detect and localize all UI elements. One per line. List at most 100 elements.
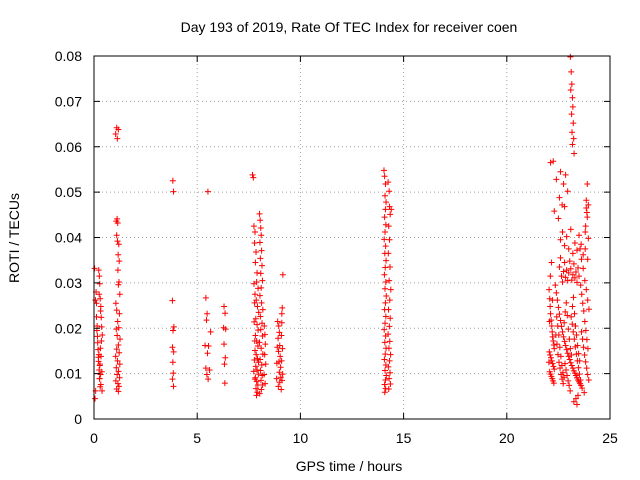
data-point — [547, 310, 554, 317]
data-point — [567, 359, 574, 366]
data-point — [253, 385, 260, 392]
y-tick-label: 0 — [74, 411, 82, 427]
data-point — [252, 259, 259, 266]
y-tick-label: 0.05 — [55, 184, 82, 200]
data-point — [382, 278, 389, 285]
data-point — [203, 317, 210, 324]
data-point — [561, 259, 568, 266]
data-point — [386, 297, 393, 304]
data-point — [546, 348, 553, 355]
data-point — [550, 158, 557, 165]
data-point — [96, 291, 103, 298]
data-point — [97, 371, 104, 378]
data-point — [569, 141, 576, 148]
data-point — [170, 188, 177, 195]
data-point — [581, 277, 588, 284]
data-point — [98, 368, 105, 375]
data-point — [560, 268, 567, 275]
data-point — [572, 343, 579, 350]
data-point — [114, 380, 121, 387]
data-point — [91, 265, 98, 272]
data-point — [571, 239, 578, 246]
data-point — [278, 357, 285, 364]
data-point — [566, 382, 573, 389]
data-point — [550, 363, 557, 370]
data-point — [382, 367, 389, 374]
data-point — [257, 270, 264, 277]
data-point — [560, 333, 567, 340]
data-point — [250, 223, 257, 230]
data-point — [273, 375, 280, 382]
data-point — [257, 367, 264, 374]
data-point — [169, 344, 176, 351]
data-point — [566, 258, 573, 265]
data-point — [115, 368, 122, 375]
y-tick-label: 0.08 — [55, 48, 82, 64]
data-point — [99, 332, 106, 339]
data-point — [553, 289, 560, 296]
data-point — [380, 167, 387, 174]
data-point — [572, 268, 579, 275]
data-point — [381, 271, 388, 278]
data-point — [573, 401, 580, 408]
data-point — [206, 366, 213, 373]
data-point — [251, 229, 258, 236]
data-point — [279, 271, 286, 278]
data-point — [569, 321, 576, 328]
data-point — [254, 303, 261, 310]
data-point — [584, 345, 591, 352]
x-tick-label: 25 — [602, 430, 618, 446]
data-point — [549, 360, 556, 367]
data-point — [578, 382, 585, 389]
data-point — [257, 356, 264, 363]
data-point — [576, 232, 583, 239]
data-point — [556, 359, 563, 366]
data-point — [576, 273, 583, 280]
data-point — [115, 342, 122, 349]
data-point — [547, 352, 554, 359]
plot-frame — [93, 55, 611, 420]
data-point — [204, 310, 211, 317]
data-point — [568, 81, 575, 88]
data-point — [205, 376, 212, 383]
data-point — [258, 299, 265, 306]
data-point — [277, 353, 284, 360]
data-point — [386, 323, 393, 330]
data-point — [553, 313, 560, 320]
data-point — [567, 345, 574, 352]
data-point — [257, 313, 264, 320]
data-point — [382, 206, 389, 213]
data-point — [381, 326, 388, 333]
data-point — [582, 245, 589, 252]
data-point — [251, 347, 258, 354]
data-point — [381, 381, 388, 388]
data-point — [276, 369, 283, 376]
data-point — [385, 179, 392, 186]
data-point — [256, 239, 263, 246]
x-tick-label: 5 — [193, 430, 201, 446]
data-point — [222, 326, 229, 333]
data-point — [559, 328, 566, 335]
y-tick-label: 0.06 — [55, 139, 82, 155]
data-point — [169, 297, 176, 304]
data-point — [204, 188, 211, 195]
data-point — [561, 203, 568, 210]
y-tick-label: 0.04 — [55, 230, 82, 246]
data-point — [546, 318, 553, 325]
data-point — [257, 326, 264, 333]
data-point — [95, 354, 102, 361]
data-point — [570, 135, 577, 142]
data-point — [580, 344, 587, 351]
data-point — [565, 326, 572, 333]
data-point — [557, 254, 564, 261]
data-point — [564, 188, 571, 195]
data-point — [561, 242, 568, 249]
data-point — [256, 210, 263, 217]
data-point — [252, 332, 259, 339]
data-point — [278, 332, 285, 339]
data-point — [278, 319, 285, 326]
data-point — [258, 386, 265, 393]
data-point — [568, 313, 575, 320]
data-point — [554, 322, 561, 329]
